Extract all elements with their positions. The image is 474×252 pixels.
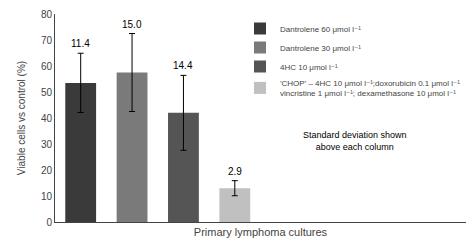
svg-text:'CHOP' – 4HC 10 μmol l⁻¹;doxor: 'CHOP' – 4HC 10 μmol l⁻¹;doxorubicin 0.1… [280, 79, 460, 98]
svg-text:Dantrolene 60 μmol l⁻¹: Dantrolene 60 μmol l⁻¹ [280, 25, 361, 34]
svg-text:70: 70 [41, 35, 53, 46]
svg-text:80: 80 [41, 9, 53, 20]
svg-text:2.9: 2.9 [228, 166, 242, 177]
svg-text:Viable cells vs control (%): Viable cells vs control (%) [16, 61, 27, 175]
svg-text:50: 50 [41, 87, 53, 98]
svg-text:0: 0 [46, 217, 52, 228]
svg-text:10: 10 [41, 191, 53, 202]
svg-text:30: 30 [41, 139, 53, 150]
svg-text:14.4: 14.4 [173, 60, 193, 71]
svg-text:11.4: 11.4 [71, 38, 90, 49]
svg-text:4HC 10 μmol l⁻¹: 4HC 10 μmol l⁻¹ [280, 63, 338, 72]
svg-text:Standard deviation shownabove: Standard deviation shownabove each colum… [303, 130, 407, 152]
svg-text:60: 60 [41, 61, 53, 72]
svg-text:Primary lymphoma cultures: Primary lymphoma cultures [194, 226, 328, 238]
svg-text:15.0: 15.0 [122, 19, 142, 30]
svg-text:20: 20 [41, 165, 53, 176]
svg-text:Dantrolene 30 μmol l⁻¹: Dantrolene 30 μmol l⁻¹ [280, 44, 361, 53]
svg-text:40: 40 [41, 113, 53, 124]
